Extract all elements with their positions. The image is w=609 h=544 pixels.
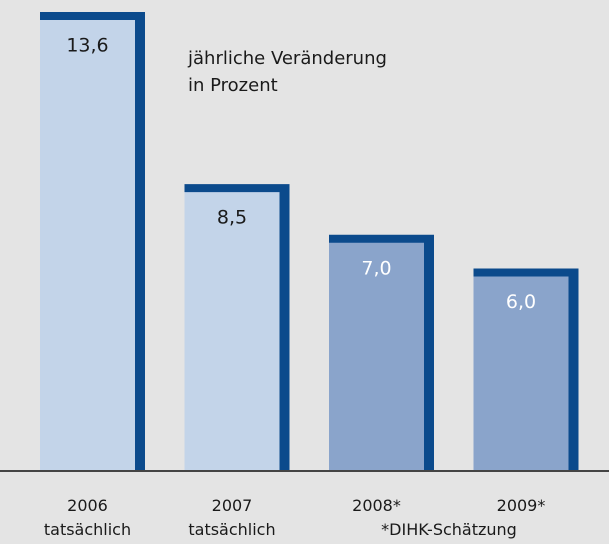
x-tick-label: 2008*	[352, 496, 401, 515]
x-tick-label: 2009*	[496, 496, 546, 515]
value-label: 6,0	[506, 291, 536, 313]
bar	[329, 242, 424, 471]
footnote: *DIHK-Schätzung	[381, 520, 517, 539]
bar	[184, 192, 280, 471]
bar	[40, 20, 135, 471]
annotation: jährliche Veränderung in Prozent	[188, 48, 387, 96]
value-label: 7,0	[361, 257, 391, 279]
x-tick-label: 2006 tatsächlich	[43, 496, 132, 539]
x-tick-label: 2007 tatsächlich	[188, 496, 276, 539]
bar	[473, 276, 569, 471]
value-label: 8,5	[217, 207, 247, 229]
value-label: 13,6	[66, 35, 108, 57]
